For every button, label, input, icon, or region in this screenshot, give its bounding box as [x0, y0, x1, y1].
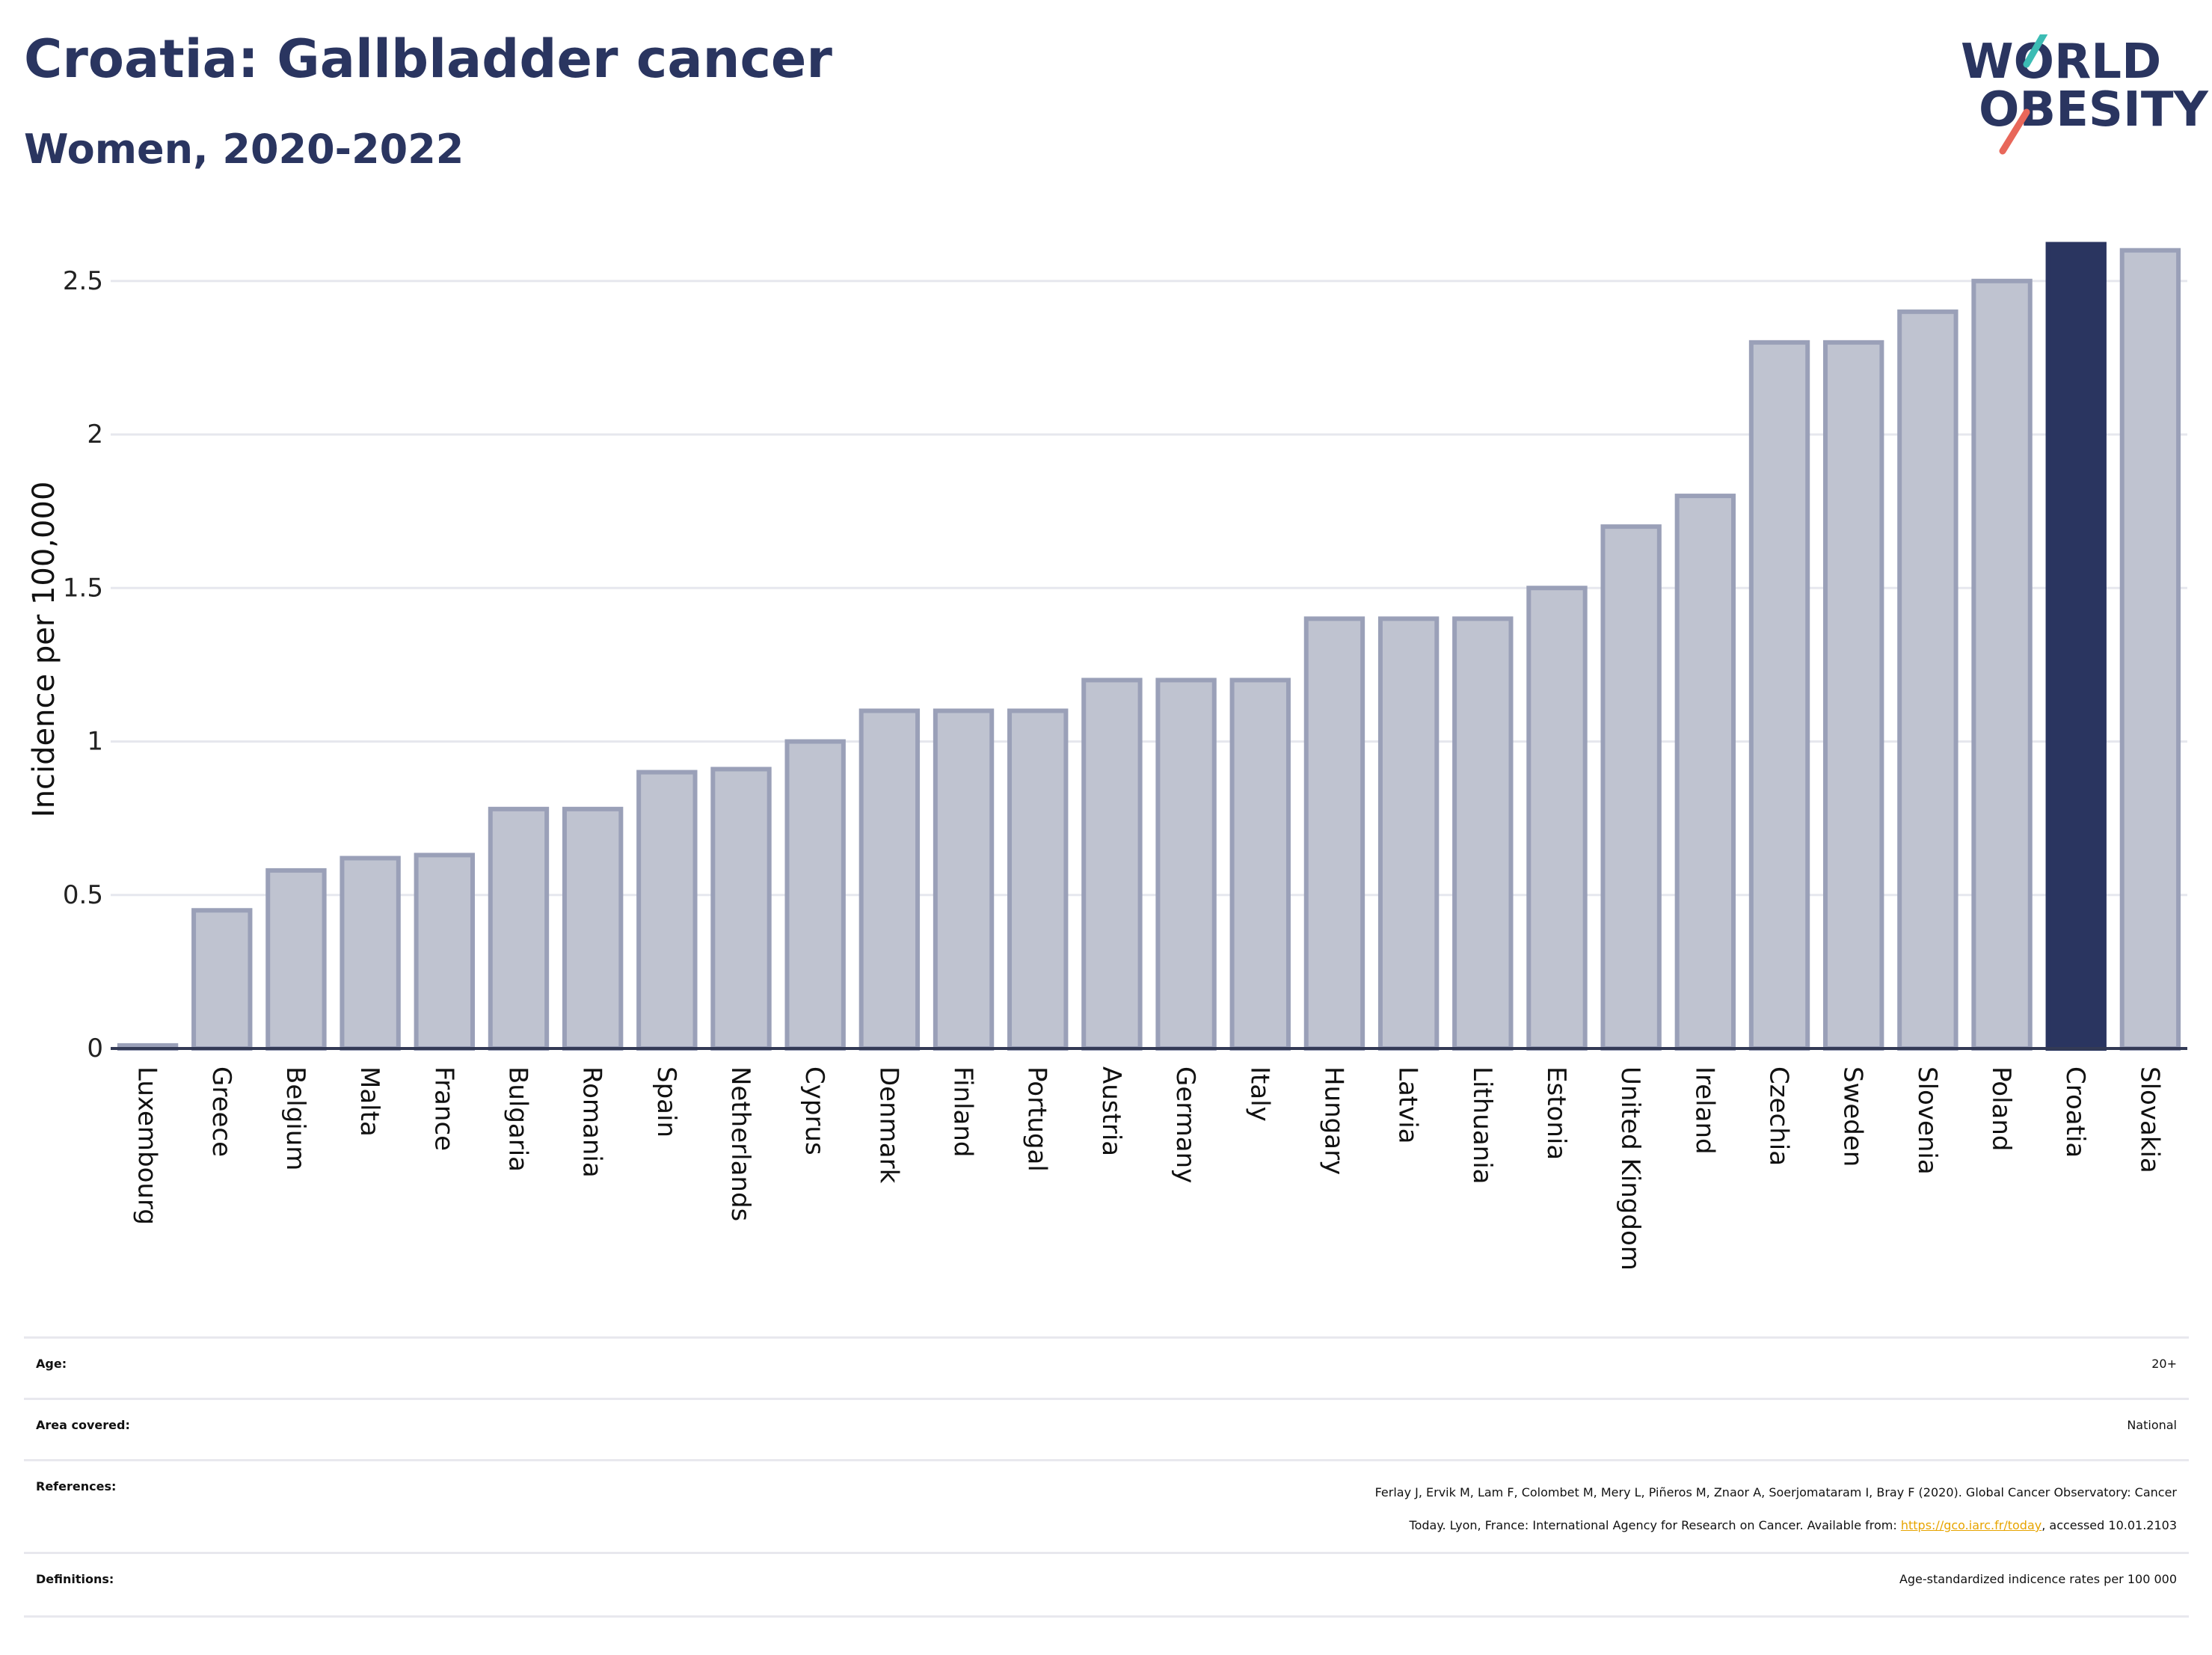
bar	[1377, 616, 1440, 1051]
y-tick-label: 0	[87, 1034, 103, 1063]
references-line2-pre: Today. Lyon, France: International Agenc…	[1409, 1518, 1901, 1532]
area-value: National	[2127, 1418, 2177, 1432]
y-tick-label: 0.5	[63, 880, 103, 910]
bar	[191, 908, 253, 1051]
meta-row-references: References: Ferlay J, Ervik M, Lam F, Co…	[24, 1459, 2189, 1554]
y-tick-label: 1.5	[63, 573, 103, 603]
bar	[265, 868, 327, 1051]
bar	[1452, 616, 1514, 1051]
logo-word-world: WORLD	[1961, 34, 2162, 90]
x-tick-label: Bulgaria	[503, 1066, 532, 1172]
x-tick-label: Czechia	[1764, 1066, 1794, 1166]
bar	[340, 856, 401, 1051]
age-label: Age:	[36, 1357, 67, 1371]
bar	[858, 708, 921, 1051]
bar	[784, 739, 846, 1051]
x-tick-label: Greece	[206, 1066, 236, 1157]
bar	[710, 767, 772, 1051]
x-tick-label: Malta	[354, 1066, 384, 1137]
references-line2: Today. Lyon, France: International Agenc…	[457, 1509, 2177, 1542]
x-tick-label: Netherlands	[725, 1066, 755, 1221]
x-tick-label: Austria	[1096, 1066, 1126, 1156]
bar	[1155, 678, 1217, 1051]
bar	[1674, 494, 1736, 1051]
bar	[2119, 248, 2181, 1051]
bar	[1748, 340, 1810, 1051]
y-tick-label: 2.5	[63, 266, 103, 296]
bar	[636, 770, 698, 1051]
x-tick-label: Portugal	[1022, 1066, 1052, 1172]
x-tick-label: Sweden	[1838, 1066, 1868, 1167]
x-tick-label: Latvia	[1393, 1066, 1423, 1144]
logo-slash-icon	[1999, 34, 2048, 155]
bar-chart: 0 0.5 1 1.5 2 2.5 Incidence per 100,000 Luxembo…	[27, 242, 2187, 1271]
references-line2-post: , accessed 10.01.2103	[2042, 1518, 2177, 1532]
age-value: 20+	[2151, 1357, 2177, 1371]
bar	[1823, 340, 1884, 1051]
chart-title: Croatia: Gallbladder cancer	[24, 28, 832, 90]
meta-row-area: Area covered: National	[24, 1398, 2189, 1461]
x-tick-label: France	[428, 1066, 458, 1151]
world-obesity-logo: WORLD OBESITY	[1953, 34, 2208, 162]
bar	[414, 853, 475, 1051]
references-label: References:	[36, 1479, 117, 1493]
x-tick-label: Denmark	[873, 1066, 903, 1184]
bar	[1897, 309, 1958, 1051]
bar	[1600, 524, 1662, 1051]
x-tick-label: Slovenia	[1912, 1066, 1942, 1175]
x-tick-label: Lithuania	[1467, 1066, 1497, 1184]
references-value: Ferlay J, Ervik M, Lam F, Colombet M, Me…	[457, 1476, 2177, 1542]
bar	[488, 806, 550, 1051]
definitions-value: Age-standardized indicence rates per 100…	[1899, 1572, 2177, 1586]
meta-row-age: Age: 20+	[24, 1336, 2189, 1400]
chart-subtitle: Women, 2020-2022	[24, 126, 464, 173]
x-tick-label: Luxembourg	[132, 1066, 162, 1225]
y-axis-label: Incidence per 100,000	[27, 482, 61, 818]
bar	[1526, 586, 1588, 1051]
x-tick-label: Croatia	[2060, 1066, 2090, 1158]
x-tick-label: Cyprus	[799, 1066, 829, 1155]
bar	[1007, 708, 1069, 1051]
bar	[1081, 678, 1143, 1051]
bar	[2045, 242, 2107, 1051]
x-tick-label: Finland	[948, 1066, 978, 1158]
x-tick-label: Romania	[577, 1066, 607, 1178]
bar	[1229, 678, 1291, 1051]
x-tick-label: Belgium	[280, 1066, 310, 1170]
references-line1: Ferlay J, Ervik M, Lam F, Colombet M, Me…	[1374, 1485, 2177, 1499]
x-tick-label: Estonia	[1541, 1066, 1571, 1160]
y-tick-label: 1	[87, 727, 103, 757]
bar	[562, 806, 624, 1051]
x-tick-label: Hungary	[1318, 1066, 1348, 1175]
definitions-label: Definitions:	[36, 1572, 114, 1586]
x-tick-label: Italy	[1244, 1066, 1274, 1122]
x-tick-label: Germany	[1170, 1066, 1200, 1183]
x-tick-label: Poland	[1986, 1066, 2016, 1152]
x-tick-label: United Kingdom	[1615, 1066, 1645, 1271]
x-tick-label: Slovakia	[2134, 1066, 2164, 1173]
bar	[933, 708, 995, 1051]
area-label: Area covered:	[36, 1418, 130, 1432]
y-tick-label: 2	[87, 420, 103, 449]
x-tick-label: Spain	[651, 1066, 681, 1137]
references-link[interactable]: https://gco.iarc.fr/today	[1900, 1518, 2042, 1532]
bar	[1303, 616, 1365, 1051]
meta-row-definitions: Definitions: Age-standardized indicence …	[24, 1552, 2189, 1618]
x-tick-label: Ireland	[1689, 1066, 1719, 1155]
bar	[1971, 278, 2033, 1051]
